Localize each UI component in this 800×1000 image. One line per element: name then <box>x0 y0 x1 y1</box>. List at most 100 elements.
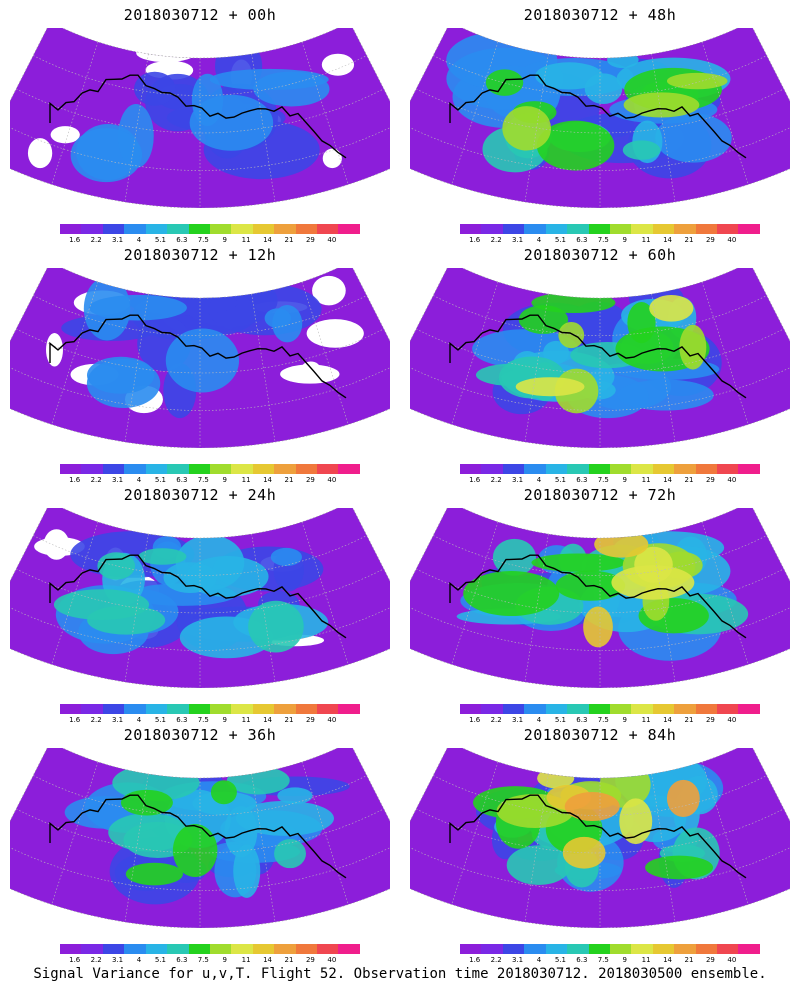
colorbar-tick-label: 2.2 <box>490 956 502 964</box>
colorbar-tick-label: 7.5 <box>197 716 209 724</box>
colorbar-tick-label: 5.1 <box>554 716 566 724</box>
colorbar-swatch <box>252 224 275 234</box>
colorbar-swatch <box>81 944 103 954</box>
colorbar-swatch <box>274 464 296 474</box>
colorbar-swatch <box>209 464 232 474</box>
variance-contour <box>518 305 569 334</box>
colorbar-swatch <box>588 704 610 714</box>
colorbar-labels: 1.6 2.2 3.1 4 5.1 6.3 7.5 9 11 14 21 29 40 <box>460 476 760 486</box>
colorbar-swatch <box>717 464 739 474</box>
variance-contour <box>120 789 173 816</box>
colorbar-swatch <box>167 944 189 954</box>
variance-contour <box>277 787 313 805</box>
variance-contour <box>186 556 269 598</box>
colorbar-swatch <box>338 704 360 714</box>
figure-caption: Signal Variance for u,v,T. Flight 52. Ob… <box>33 966 767 982</box>
colorbar-swatch <box>274 704 296 714</box>
variance-contour <box>515 377 585 397</box>
colorbar-tick-label: 3.1 <box>511 476 524 484</box>
variance-contour <box>492 538 537 576</box>
colorbar-labels: 1.6 2.2 3.1 4 5.1 6.3 7.5 9 11 14 21 29 40 <box>460 716 760 726</box>
colorbar-tick-label: 4 <box>136 236 142 244</box>
colorbar-swatch <box>338 944 360 954</box>
colorbar <box>460 464 760 474</box>
colorbar-tick-label: 3.1 <box>511 716 524 724</box>
colorbar-tick-label: 21 <box>684 476 694 484</box>
colorbar-swatch <box>545 464 568 474</box>
colorbar-swatch <box>317 224 339 234</box>
variance-contour <box>86 358 161 409</box>
colorbar-swatch <box>81 464 103 474</box>
variance-contour <box>264 308 291 329</box>
colorbar-swatch <box>231 464 253 474</box>
coastline <box>449 554 747 639</box>
colorbar-tick-label: 29 <box>305 716 315 724</box>
colorbar-swatch <box>231 944 253 954</box>
colorbar-tick-label: 14 <box>663 236 673 244</box>
colorbar-tick-label: 6.3 <box>176 476 188 484</box>
colorbar-tick-label: 6.3 <box>576 956 588 964</box>
colorbar-tick-label: 2.2 <box>90 956 102 964</box>
colorbar-tick-label: 11 <box>641 476 651 484</box>
colorbar-swatch <box>252 704 275 714</box>
variance-contour <box>535 62 604 90</box>
panel-title: 2018030712 + 48h <box>523 6 677 24</box>
map-boundary <box>410 28 790 208</box>
colorbar-swatch <box>609 224 632 234</box>
colorbar-tick-label: 6.3 <box>576 716 588 724</box>
colorbar-swatch <box>652 704 675 714</box>
variance-contour <box>172 823 218 878</box>
colorbar-swatch <box>524 944 546 954</box>
variance-contour <box>562 836 606 869</box>
colorbar-swatch <box>124 944 146 954</box>
colorbar-swatch <box>738 464 760 474</box>
variance-contour <box>666 779 700 818</box>
colorbar-tick-label: 1.6 <box>469 236 481 244</box>
variance-contour <box>235 800 335 836</box>
colorbar-labels: 1.6 2.2 3.1 4 5.1 6.3 7.5 9 11 14 21 29 40 <box>60 476 360 486</box>
colorbar-swatch <box>652 944 675 954</box>
variance-map <box>10 268 390 448</box>
colorbar-swatch <box>567 224 589 234</box>
colorbar-swatch <box>252 464 275 474</box>
colorbar <box>460 224 760 234</box>
variance-contour <box>209 68 329 90</box>
colorbar-swatch <box>631 224 653 234</box>
colorbar-swatch <box>209 944 232 954</box>
panel-title: 2018030712 + 12h <box>123 246 277 264</box>
map-panel-p84: 2018030712 + 84h 1.6 2.2 3.1 4 5.1 6.3 7.5 9 11 14… <box>400 720 800 965</box>
colorbar-swatch <box>317 464 339 474</box>
graticule-parallel <box>15 88 385 134</box>
colorbar-tick-label: 6.3 <box>576 236 588 244</box>
variance-map <box>10 748 390 928</box>
colorbar-swatch <box>274 944 296 954</box>
colorbar-swatch <box>502 224 525 234</box>
colorbar-swatch <box>674 224 696 234</box>
colorbar-swatch <box>695 224 718 234</box>
colorbar-swatch <box>460 464 482 474</box>
variance-contour <box>274 839 306 869</box>
panel-title: 2018030712 + 84h <box>523 726 677 744</box>
colorbar-tick-label: 5.1 <box>154 716 166 724</box>
colorbar-swatch <box>60 944 82 954</box>
colorbar-tick-label: 21 <box>284 956 294 964</box>
colorbar-tick-label: 11 <box>241 956 251 964</box>
coastline <box>49 554 347 639</box>
colorbar-swatch <box>738 224 760 234</box>
colorbar-tick-label: 3.1 <box>111 956 124 964</box>
colorbar-tick-label: 29 <box>705 716 715 724</box>
variance-contour <box>270 547 302 567</box>
colorbar-swatch <box>609 464 632 474</box>
colorbar-tick-label: 7.5 <box>197 236 209 244</box>
colorbar-tick-label: 7.5 <box>197 476 209 484</box>
colorbar-swatch <box>738 944 760 954</box>
colorbar-tick-label: 9 <box>622 236 627 244</box>
colorbar-tick-label: 4 <box>536 476 542 484</box>
colorbar-tick-label: 40 <box>727 956 737 964</box>
colorbar-swatch <box>631 704 653 714</box>
colorbar-swatch <box>338 224 360 234</box>
colorbar-swatch <box>588 944 610 954</box>
colorbar-swatch <box>460 704 482 714</box>
colorbar-tick-label: 29 <box>705 956 715 964</box>
colorbar-tick-label: 4 <box>536 236 542 244</box>
